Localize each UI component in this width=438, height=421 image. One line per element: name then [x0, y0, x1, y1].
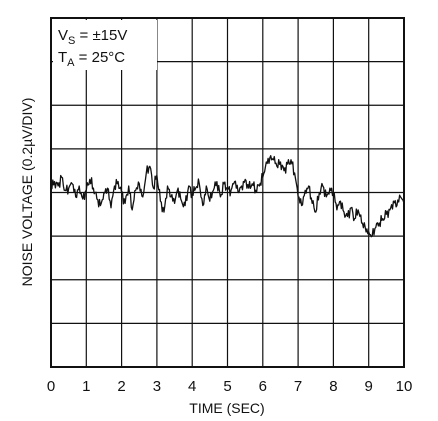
x-tick-label: 9 — [365, 378, 373, 395]
temperature-label: TA = 25°C — [58, 49, 125, 69]
x-axis-label: TIME (SEC) — [189, 400, 264, 416]
x-tick-label: 3 — [153, 378, 161, 395]
x-tick-label: 8 — [329, 378, 337, 395]
grid — [51, 18, 404, 367]
x-tick-label: 2 — [117, 378, 125, 395]
x-tick-label: 7 — [294, 378, 302, 395]
plot-frame — [50, 17, 405, 368]
x-tick-label: 5 — [223, 378, 231, 395]
x-tick-label: 10 — [396, 378, 413, 395]
x-tick-label: 6 — [259, 378, 267, 395]
noise-trace — [50, 155, 405, 238]
conditions-box: VS = ±15V TA = 25°C — [53, 20, 157, 70]
supply-voltage-label: VS = ±15V — [58, 27, 127, 47]
x-tick-label: 0 — [47, 378, 55, 395]
y-axis-label: NOISE VOLTAGE (0.2µV/DIV) — [19, 98, 35, 287]
x-tick-label: 4 — [188, 378, 196, 395]
x-tick-labels: 0 1 2 3 4 5 6 7 8 9 10 — [47, 378, 413, 395]
x-tick-label: 1 — [82, 378, 90, 395]
